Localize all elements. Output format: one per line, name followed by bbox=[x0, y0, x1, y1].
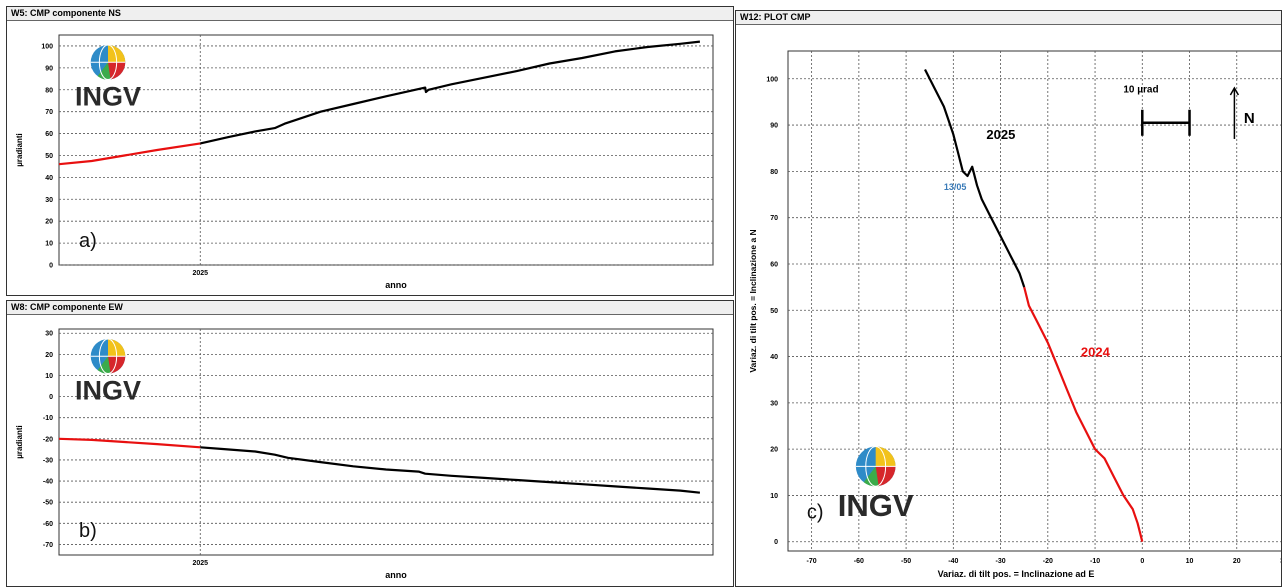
y-tick-label: -20 bbox=[43, 436, 53, 443]
y-tick-label: 60 bbox=[770, 261, 778, 268]
y-tick-label: 30 bbox=[45, 331, 53, 338]
y-tick-label: 90 bbox=[770, 123, 778, 130]
y-axis-label: Variaz. di tilt pos. = Inclinazione a N bbox=[748, 229, 758, 372]
y-tick-label: 20 bbox=[45, 219, 53, 226]
panel-label: a) bbox=[79, 230, 97, 252]
y-tick-label: -30 bbox=[43, 457, 53, 464]
y-tick-label: 90 bbox=[45, 65, 53, 72]
globe-segment-yellow bbox=[875, 446, 896, 467]
ingv-logo: INGV bbox=[75, 338, 141, 405]
series-line-black bbox=[200, 446, 701, 494]
x-tick-label: -30 bbox=[996, 558, 1006, 565]
y-tick-label: 20 bbox=[770, 447, 778, 454]
globe-segment-red bbox=[108, 62, 126, 80]
y-tick-label: 0 bbox=[49, 263, 53, 270]
cmp-panel: W12: PLOT CMP 0 10 20 30 40 50 60 70 80 90 100 -70-… bbox=[735, 10, 1282, 587]
globe-segment-green bbox=[97, 62, 111, 80]
series-line-black bbox=[200, 40, 701, 145]
y-tick-label: -40 bbox=[43, 479, 53, 486]
y-tick-label: 30 bbox=[770, 400, 778, 407]
x-axis-label: anno bbox=[385, 570, 407, 580]
x-axis-label: anno bbox=[385, 280, 407, 290]
ew-panel: W8: CMP componente EW -70 -60 -50 -40 -30 -20… bbox=[6, 300, 734, 587]
y-tick-label: -60 bbox=[43, 521, 53, 528]
y-tick-label: 50 bbox=[770, 308, 778, 315]
ew-panel-title: W8: CMP componente EW bbox=[7, 301, 733, 315]
y-tick-label: 60 bbox=[45, 131, 53, 138]
x-tick-label: 10 bbox=[1186, 558, 1194, 565]
x-tick-label: 2025 bbox=[192, 270, 208, 277]
y-tick-label: 10 bbox=[45, 241, 53, 248]
plot-area bbox=[58, 34, 714, 266]
ingv-logo-text: INGV bbox=[75, 81, 141, 111]
annotation-label: N bbox=[1244, 110, 1255, 127]
x-tick-label: -10 bbox=[1090, 558, 1100, 565]
ns-panel: W5: CMP componente NS 0 10 20 30 40 50 60 70 80 9… bbox=[6, 6, 734, 296]
x-tick-label: 30 bbox=[1280, 558, 1281, 565]
y-tick-label: 50 bbox=[45, 153, 53, 160]
y-tick-label: 100 bbox=[766, 76, 778, 83]
annotation-label: 2025 bbox=[986, 127, 1015, 142]
y-tick-label: -70 bbox=[43, 542, 53, 549]
globe-segment-red bbox=[108, 356, 126, 374]
y-tick-label: 30 bbox=[45, 197, 53, 204]
ingv-logo: INGV bbox=[75, 44, 141, 111]
y-tick-label: 70 bbox=[45, 109, 53, 116]
x-tick-label: -60 bbox=[854, 558, 864, 565]
y-axis-label: µradianti bbox=[15, 425, 24, 459]
globe-segment-yellow bbox=[108, 339, 126, 357]
y-tick-label: 0 bbox=[49, 394, 53, 401]
ingv-logo-text: INGV bbox=[75, 375, 141, 405]
y-axis-label: µradianti bbox=[15, 133, 24, 167]
x-tick-label: 0 bbox=[1140, 558, 1144, 565]
x-tick-label: -20 bbox=[1043, 558, 1053, 565]
y-tick-label: 0 bbox=[774, 539, 778, 546]
series-line-red bbox=[58, 437, 201, 449]
series-line-red bbox=[1023, 286, 1144, 542]
annotation-label: 10 µrad bbox=[1123, 85, 1158, 96]
y-tick-label: 100 bbox=[41, 43, 53, 50]
ns-chart: 0 10 20 30 40 50 60 70 80 90 100 2025 anno µradianti a… bbox=[15, 34, 714, 290]
globe-segment-yellow bbox=[108, 45, 126, 63]
ingv-logo: INGV bbox=[838, 446, 914, 523]
series-line-black bbox=[924, 69, 1026, 288]
y-tick-label: 80 bbox=[45, 87, 53, 94]
y-tick-label: 10 bbox=[770, 493, 778, 500]
plot-area bbox=[58, 328, 714, 556]
globe-segment-green bbox=[863, 466, 879, 487]
panel-label: c) bbox=[807, 502, 824, 524]
y-tick-label: 40 bbox=[45, 175, 53, 182]
y-tick-label: 70 bbox=[770, 215, 778, 222]
cmp-panel-title: W12: PLOT CMP bbox=[736, 11, 1281, 25]
globe-segment-green bbox=[97, 356, 111, 374]
north-arrow-icon bbox=[1229, 86, 1240, 96]
panel-label: b) bbox=[79, 520, 97, 542]
x-tick-label: -40 bbox=[948, 558, 958, 565]
x-tick-label: -50 bbox=[901, 558, 911, 565]
x-tick-label: -70 bbox=[807, 558, 817, 565]
y-tick-label: -50 bbox=[43, 500, 53, 507]
x-tick-label: 2025 bbox=[192, 560, 208, 567]
y-tick-label: 40 bbox=[770, 354, 778, 361]
ns-panel-title: W5: CMP componente NS bbox=[7, 7, 733, 21]
y-tick-label: 80 bbox=[770, 169, 778, 176]
y-tick-label: 10 bbox=[45, 373, 53, 380]
y-tick-label: 20 bbox=[45, 352, 53, 359]
x-axis-label: Variaz. di tilt pos. = Inclinazione ad E bbox=[938, 569, 1095, 579]
series-line-red bbox=[58, 142, 201, 166]
x-tick-label: 20 bbox=[1233, 558, 1241, 565]
globe-segment-red bbox=[875, 466, 896, 487]
ew-chart: -70 -60 -50 -40 -30 -20 -10 0 10 20 30 2025 anno µrad… bbox=[15, 328, 714, 580]
y-tick-label: -10 bbox=[43, 415, 53, 422]
annotation-label: 13/05 bbox=[944, 182, 967, 192]
ingv-logo-text: INGV bbox=[838, 488, 914, 523]
annotation-label: 2024 bbox=[1081, 345, 1111, 360]
